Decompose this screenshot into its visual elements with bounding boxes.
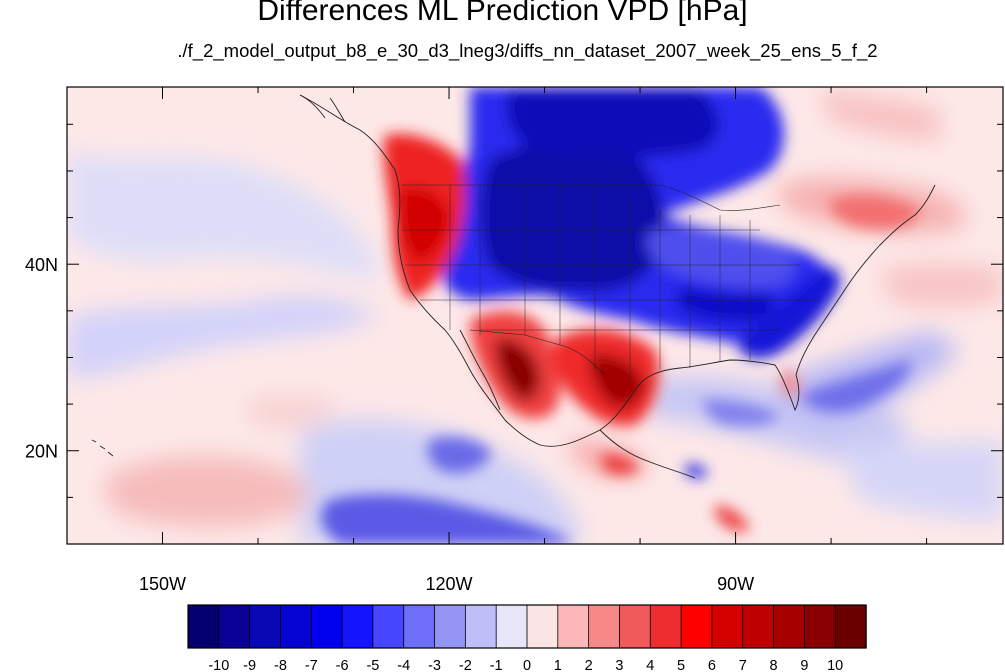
lon-tick-label: 150W xyxy=(139,574,186,594)
central-america-positive xyxy=(600,454,640,475)
subtropical-light-blue-band xyxy=(67,150,380,280)
state-boundaries xyxy=(402,185,820,380)
great-plains-deep-negative xyxy=(481,145,664,291)
colorbar-label: 0 xyxy=(523,658,531,672)
colorbar-label: -10 xyxy=(208,658,229,672)
lat-tick-label: 20N xyxy=(25,442,58,462)
colorbar-label: -4 xyxy=(397,658,410,672)
north-america-west-coast xyxy=(299,94,541,446)
pacific-light-red xyxy=(104,455,308,527)
canada-deep-negative xyxy=(506,90,719,158)
colorbar-label: 9 xyxy=(800,658,808,672)
colorbar-swatch xyxy=(711,604,744,649)
colorbar-swatch xyxy=(773,604,806,649)
colorbar-swatch xyxy=(464,604,497,649)
coastlines xyxy=(91,94,936,479)
florida-positive xyxy=(782,369,800,397)
colorbar-swatch xyxy=(557,604,590,649)
colorbar-label: 7 xyxy=(739,658,747,672)
longitude-labels: 150W 120W 90W xyxy=(139,574,754,594)
atlantic-light-red xyxy=(880,263,1003,308)
lat-tick-label: 40N xyxy=(25,255,58,275)
colorbar-swatch xyxy=(619,604,651,649)
hawaii-islands xyxy=(91,439,114,457)
page-title: Differences ML Prediction VPD [hPa] xyxy=(257,0,748,27)
east-coast xyxy=(795,184,936,376)
anomaly-layer xyxy=(321,87,920,544)
colorbar-label: 1 xyxy=(554,658,562,672)
midwest-medium-negative xyxy=(646,228,795,287)
colorbar-swatch xyxy=(341,604,374,649)
colorbar-label: -2 xyxy=(459,658,472,672)
map-plot-area xyxy=(66,86,1004,545)
colorbar-swatch xyxy=(588,604,621,649)
colorbar-label: -8 xyxy=(274,658,287,672)
colorbar-swatch xyxy=(280,604,312,649)
colorbar-label: 5 xyxy=(677,658,685,672)
atlantic-negative xyxy=(800,360,911,412)
gulf-negative xyxy=(700,399,780,426)
axis-ticks xyxy=(66,87,1003,544)
colorbar-label: -3 xyxy=(428,658,441,672)
colorbar-label: 2 xyxy=(585,658,593,672)
northeast-positive xyxy=(829,194,920,230)
caribbean-light-blue xyxy=(840,440,1003,520)
colorbar-swatch xyxy=(403,604,436,649)
latitude-labels: 40N 20N xyxy=(25,255,58,462)
colorbar-label: 6 xyxy=(708,658,716,672)
west-pacific-light-blue xyxy=(67,295,380,379)
page-subtitle: ./f_2_model_output_b8_e_30_d3_lneg3/diff… xyxy=(177,40,878,61)
colorbar-label: -9 xyxy=(243,658,256,672)
colorbar-swatch xyxy=(834,604,867,649)
lon-tick-label: 120W xyxy=(426,574,473,594)
colorbar-swatch xyxy=(649,604,682,649)
us-canada-border xyxy=(402,184,781,211)
gulf-light-blue xyxy=(650,375,905,470)
caribbean-negative xyxy=(685,464,708,479)
colorbar-label: 3 xyxy=(615,658,623,672)
lon-tick-label: 90W xyxy=(717,574,754,594)
central-america-coast xyxy=(599,429,696,479)
colorbar-swatch xyxy=(742,604,775,649)
colorbar-swatch xyxy=(434,604,467,649)
colorbar-label: 4 xyxy=(646,658,654,672)
field-shading xyxy=(67,87,1003,544)
southeast-negative xyxy=(739,267,841,359)
ohio-valley-negative xyxy=(675,285,774,323)
colorbar-label: -5 xyxy=(366,658,379,672)
colorbar-swatch xyxy=(249,604,282,649)
alaska-panhandle xyxy=(299,94,346,123)
colorbar-swatch xyxy=(187,604,220,649)
plot-frame xyxy=(66,86,1004,545)
colorbar-swatch xyxy=(218,604,251,649)
north-atlantic-light-red xyxy=(820,90,940,140)
baja-california-coast xyxy=(459,329,501,411)
colorbar-label: 10 xyxy=(827,658,843,672)
state-lines-horizontal xyxy=(402,229,820,331)
baja-offshore-negative xyxy=(427,436,492,474)
colorbar-swatch xyxy=(372,604,405,649)
north-pacific-light-red xyxy=(246,394,340,429)
colorbar-label: 8 xyxy=(770,658,778,672)
colorbar-frame xyxy=(187,604,867,649)
colorbar-swatch xyxy=(495,604,528,649)
colorbar-label: -6 xyxy=(336,658,349,672)
colorbar: -10 -9 -8 -7 -6 -5 -4 -3 -2 -1 0 1 2 3 4 5 6 7 8 9 10 xyxy=(187,604,867,672)
colorbar-swatch xyxy=(803,604,836,649)
colorbar-swatch xyxy=(526,604,559,649)
colorbar-label: -7 xyxy=(305,658,318,672)
colorbar-label: -1 xyxy=(490,658,503,672)
east-pacific-positive xyxy=(715,505,750,532)
texas-core xyxy=(589,354,645,408)
southwest-core xyxy=(495,339,540,401)
colorbar-swatch xyxy=(310,604,343,649)
pacific-northwest-core xyxy=(399,187,450,262)
colorbar-swatch xyxy=(680,604,713,649)
east-pacific-negative xyxy=(321,494,570,544)
